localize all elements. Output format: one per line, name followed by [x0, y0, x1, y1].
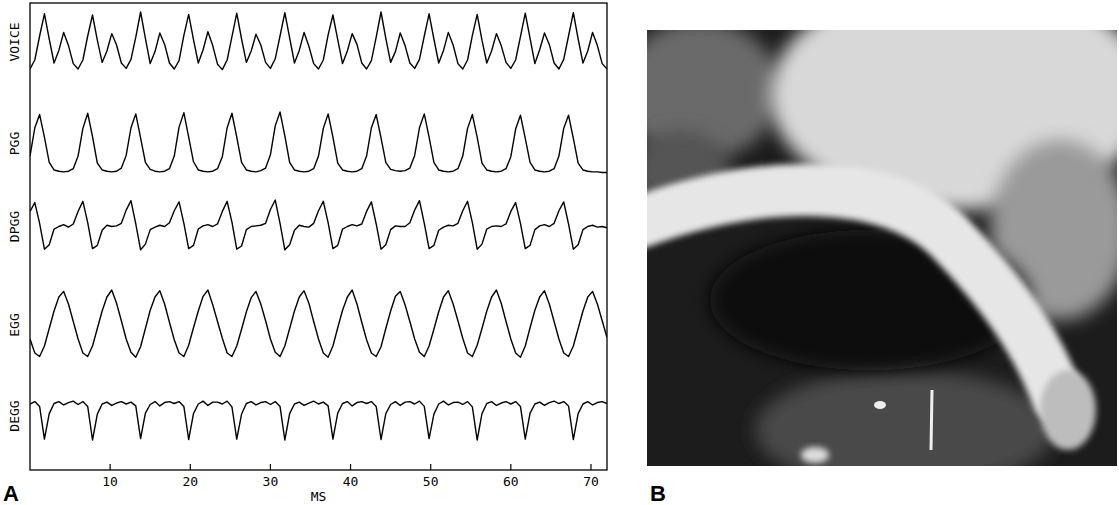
trace-label: VOICE — [7, 22, 22, 61]
x-tick-label: 50 — [423, 474, 439, 489]
x-tick — [270, 464, 271, 470]
trace-egg — [30, 290, 607, 357]
trace-label: DPGG — [7, 211, 22, 242]
x-tick — [350, 464, 351, 470]
x-axis-title: MS — [311, 489, 327, 504]
figure: VOICE PGG DPGG EGG DEGG 10 20 30 40 50 60 70 MS A B — [0, 0, 1119, 505]
panel-letter: A — [3, 481, 19, 505]
x-tick — [190, 464, 191, 470]
x-tick-label: 10 — [102, 474, 118, 489]
traces — [30, 12, 607, 440]
photo-shape — [874, 401, 886, 409]
trace-dpgg — [30, 200, 607, 250]
x-tick — [110, 464, 111, 470]
trace-label: EGG — [7, 313, 22, 337]
x-tick-label: 60 — [503, 474, 519, 489]
photo-shape — [647, 190, 1058, 398]
photo-shape — [931, 390, 932, 450]
x-tick-label: 20 — [182, 474, 198, 489]
trace-pgg — [30, 112, 607, 172]
photo-shape — [1040, 370, 1096, 450]
photo-shape — [755, 370, 1055, 466]
x-tick — [510, 464, 511, 470]
plot-frame — [30, 3, 607, 470]
trace-label: DEGG — [7, 400, 22, 431]
x-tick-label: 40 — [343, 474, 359, 489]
photo — [647, 30, 1117, 466]
photo-shape — [801, 447, 829, 463]
trace-voice — [30, 12, 607, 70]
x-tick — [590, 464, 591, 470]
x-tick-label: 70 — [583, 474, 599, 489]
x-tick — [430, 464, 431, 470]
panel-letter: B — [650, 481, 666, 505]
trace-degg — [30, 401, 607, 440]
x-tick-label: 30 — [263, 474, 279, 489]
trace-label: PGG — [7, 132, 22, 156]
